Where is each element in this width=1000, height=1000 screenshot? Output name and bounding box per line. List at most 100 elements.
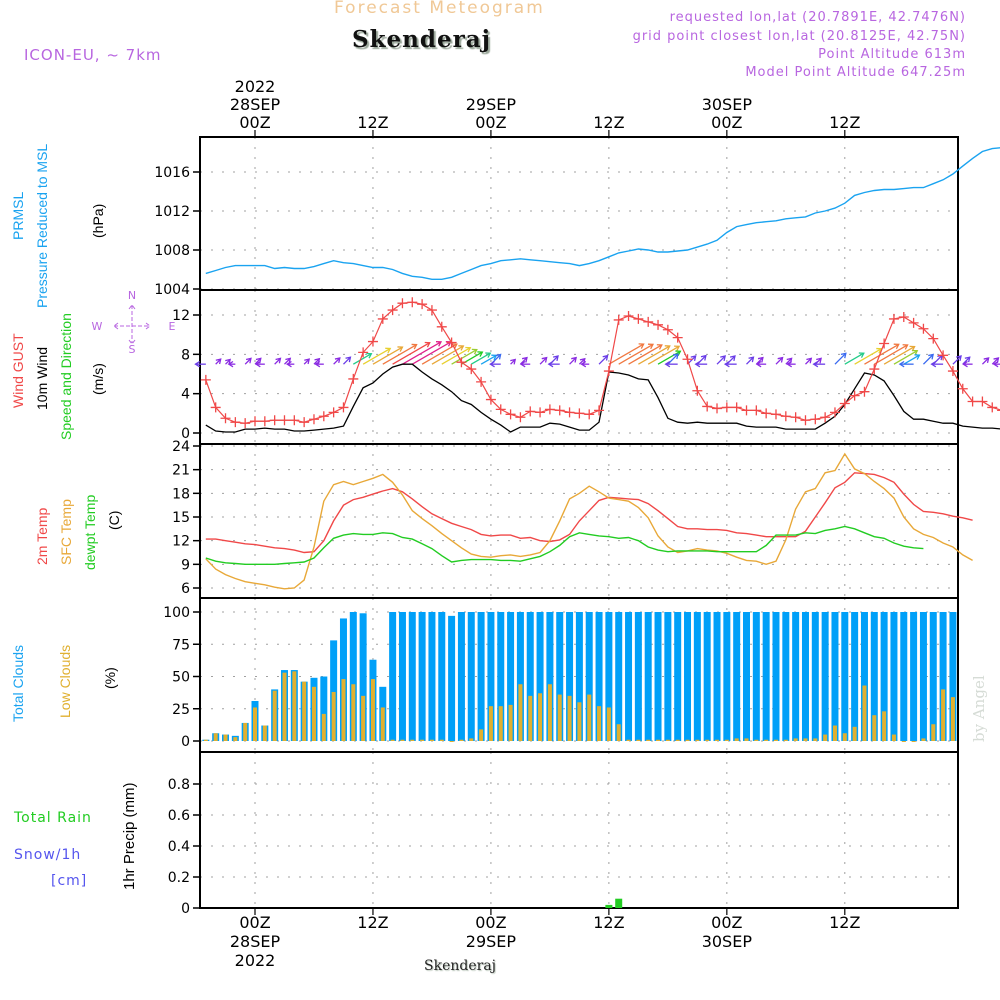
top-axis-label: 00Z: [711, 113, 742, 132]
total-clouds-bar: [762, 612, 770, 741]
clouds-ytick-label: 75: [172, 637, 190, 653]
total-clouds-bar: [860, 612, 868, 741]
compass-north: N: [128, 289, 136, 302]
wind-arrow-head: [451, 343, 458, 349]
wind-arrow-shaft: [893, 350, 918, 365]
precip-ytick-label: 0: [181, 901, 190, 917]
low-clouds-bar: [685, 739, 690, 741]
wind-arrow-head: [674, 345, 681, 352]
total-clouds-bar: [772, 612, 780, 741]
total-clouds-bar: [684, 612, 692, 741]
wind-arrow-head: [757, 356, 764, 363]
total-clouds-bar: [516, 612, 524, 741]
wind-gust-marker: [672, 332, 683, 343]
low-clouds-bar: [459, 739, 464, 741]
wind-arrow-shaft: [647, 345, 680, 365]
wind-arrow-head: [806, 357, 813, 364]
clouds-ytick-label: 50: [172, 670, 190, 686]
total-clouds-bar: [497, 612, 505, 741]
total-clouds-bar: [723, 612, 731, 741]
low-clouds-bar: [764, 739, 769, 741]
clouds-ytick-label: 100: [163, 605, 190, 621]
wind-panel: 0 4 8 12: [172, 289, 959, 445]
total-clouds-bar: [851, 612, 859, 741]
wind-gust-marker: [721, 402, 732, 413]
wind-gust-marker: [240, 418, 251, 429]
total-clouds-bar: [900, 612, 908, 741]
total-clouds-bar: [507, 612, 515, 741]
wind-arrow: [981, 357, 990, 365]
low-clouds-bar: [597, 706, 602, 741]
wind-arrow: [451, 348, 478, 365]
low-clouds-bar: [715, 739, 720, 741]
total-clouds-bar: [605, 612, 613, 741]
wind-gust-marker: [829, 407, 840, 418]
wind-arrow-shaft: [333, 357, 341, 365]
total-clouds-bar: [536, 612, 544, 741]
total-clouds-bar: [418, 612, 426, 741]
low-clouds-bar: [547, 684, 552, 741]
wind-arrow: [227, 360, 236, 368]
wind-arrow-head: [458, 345, 465, 351]
temp-ytick-label: 6: [181, 581, 190, 597]
wind-arrow-head: [495, 353, 502, 360]
low-clouds-bar: [656, 739, 661, 741]
wind-arrow: [539, 356, 548, 365]
total-clouds-bar: [664, 612, 672, 741]
low-clouds-bar: [233, 737, 238, 741]
wind-arrow: [333, 357, 341, 365]
wind-arrow-shaft: [470, 352, 491, 365]
wind-arrow-head: [541, 356, 548, 363]
wind-arrow: [352, 352, 373, 365]
pressure-ytick-label: 1016: [154, 165, 190, 181]
wind-gust-marker: [544, 404, 555, 415]
wind-gust-marker: [938, 350, 949, 361]
wind-gust-marker: [603, 366, 614, 377]
temp-2m-line: [205, 472, 973, 554]
low-clouds-bar: [941, 689, 946, 741]
total-clouds-bar: [674, 612, 682, 741]
low-clouds-bar: [370, 679, 375, 741]
low-clouds-bar: [528, 695, 533, 741]
precip-frame: [199, 751, 959, 909]
total-clouds-bar: [359, 613, 367, 741]
wind-gust-marker: [947, 366, 958, 377]
wind-arrow-shaft: [864, 343, 900, 365]
wind-arrow: [382, 343, 418, 365]
wind-arrow: [362, 347, 392, 365]
wind-arrow: [431, 345, 465, 365]
wind-arrow-shaft: [372, 346, 403, 365]
wind-gust-marker: [318, 411, 329, 422]
wind-arrow-head: [914, 354, 921, 360]
wind-arrow: [844, 352, 865, 365]
wind-arrow: [303, 358, 311, 365]
snow-label: Snow/1h: [14, 847, 82, 863]
chart-title: Forecast Meteogram: [334, 0, 545, 18]
wind-arrow-head: [521, 356, 528, 363]
wind-arrow-shaft: [362, 347, 391, 365]
wind-arrow-head: [748, 356, 755, 363]
wind-gust-marker: [761, 408, 772, 419]
total-clouds-bar: [428, 612, 436, 741]
wind-gust-marker: [446, 337, 457, 348]
wind-arrow: [284, 357, 292, 365]
temp-dewpt-line: [205, 525, 924, 565]
low-clouds-bar: [891, 734, 896, 741]
wind-arrow-head: [580, 360, 587, 368]
wind-gust-marker: [377, 313, 388, 324]
wind-gust-marker: [839, 398, 850, 409]
pressure-panel: 1004 1008 1012 1016: [154, 136, 959, 298]
low-clouds-bar: [292, 671, 297, 741]
wind-arrow-shaft: [392, 342, 431, 365]
wind-arrow-shaft: [805, 357, 812, 365]
wind-arrow: [194, 360, 206, 368]
wind-arrow-head: [602, 354, 609, 361]
top-axis-label: 29SEP: [466, 95, 517, 114]
total-clouds-bar: [870, 612, 878, 741]
wind-arrow-head: [477, 351, 484, 357]
low-clouds-bar: [262, 725, 267, 741]
total-clouds-bar: [615, 612, 623, 741]
wind-arrow-head: [755, 360, 762, 368]
wind-arrow-head: [729, 355, 736, 362]
wind-arrow-head: [225, 358, 231, 365]
